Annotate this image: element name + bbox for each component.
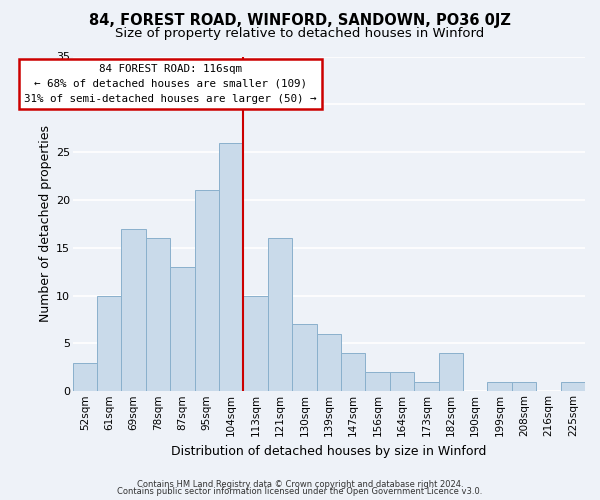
Bar: [390, 372, 414, 392]
Bar: [560, 382, 585, 392]
Bar: [341, 353, 365, 392]
Text: Size of property relative to detached houses in Winford: Size of property relative to detached ho…: [115, 28, 485, 40]
Bar: [292, 324, 317, 392]
Bar: [439, 353, 463, 392]
Bar: [194, 190, 219, 392]
Text: 84, FOREST ROAD, WINFORD, SANDOWN, PO36 0JZ: 84, FOREST ROAD, WINFORD, SANDOWN, PO36 …: [89, 12, 511, 28]
Bar: [170, 267, 194, 392]
Bar: [365, 372, 390, 392]
Bar: [414, 382, 439, 392]
Bar: [244, 296, 268, 392]
Text: 84 FOREST ROAD: 116sqm
← 68% of detached houses are smaller (109)
31% of semi-de: 84 FOREST ROAD: 116sqm ← 68% of detached…: [24, 64, 317, 104]
Text: Contains public sector information licensed under the Open Government Licence v3: Contains public sector information licen…: [118, 487, 482, 496]
Bar: [487, 382, 512, 392]
Text: Contains HM Land Registry data © Crown copyright and database right 2024.: Contains HM Land Registry data © Crown c…: [137, 480, 463, 489]
Bar: [512, 382, 536, 392]
Bar: [73, 362, 97, 392]
Bar: [219, 142, 244, 392]
X-axis label: Distribution of detached houses by size in Winford: Distribution of detached houses by size …: [171, 444, 487, 458]
Bar: [97, 296, 121, 392]
Bar: [146, 238, 170, 392]
Bar: [317, 334, 341, 392]
Bar: [268, 238, 292, 392]
Bar: [121, 228, 146, 392]
Y-axis label: Number of detached properties: Number of detached properties: [38, 126, 52, 322]
